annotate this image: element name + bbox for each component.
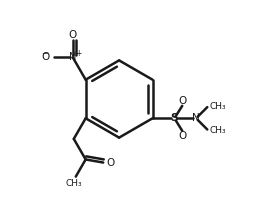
Text: CH₃: CH₃ (210, 126, 226, 135)
Text: O: O (106, 158, 114, 168)
Text: −: − (42, 49, 49, 58)
Text: O: O (178, 131, 186, 141)
Text: N: N (192, 113, 200, 123)
Text: CH₃: CH₃ (66, 179, 83, 188)
Text: +: + (75, 49, 82, 58)
Text: CH₃: CH₃ (210, 102, 226, 111)
Text: O: O (69, 30, 77, 40)
Text: N: N (69, 52, 76, 62)
Text: O: O (42, 52, 50, 62)
Text: O: O (178, 96, 186, 106)
Text: S: S (170, 113, 178, 123)
